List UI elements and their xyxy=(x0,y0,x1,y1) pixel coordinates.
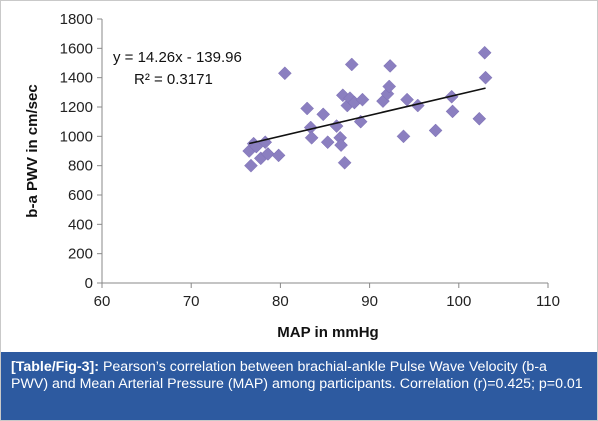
y-tick-label: 0 xyxy=(85,275,93,292)
data-point xyxy=(396,129,411,144)
data-point xyxy=(261,147,275,161)
y-tick-label: 400 xyxy=(68,216,93,233)
x-tick-label: 110 xyxy=(536,293,560,310)
x-axis-title: MAP in mmHg xyxy=(277,324,378,341)
data-point xyxy=(337,155,352,170)
y-tick-label: 800 xyxy=(68,158,93,175)
trend-equation: y = 14.26x - 139.96 xyxy=(113,49,242,66)
y-tick-label: 1000 xyxy=(60,128,93,145)
trendline xyxy=(248,87,486,145)
data-point xyxy=(244,158,258,173)
data-point xyxy=(271,148,286,163)
trendline-group xyxy=(248,87,486,145)
data-point xyxy=(344,57,359,72)
x-tick-label: 70 xyxy=(183,293,200,310)
data-point xyxy=(428,123,443,138)
data-points xyxy=(242,45,493,173)
data-point xyxy=(400,92,414,107)
data-point xyxy=(316,107,331,122)
data-point xyxy=(304,130,319,145)
y-tick-label: 600 xyxy=(68,187,93,204)
data-point xyxy=(278,66,292,81)
y-tick-label: 1800 xyxy=(60,11,93,28)
data-point xyxy=(334,138,348,152)
data-point xyxy=(478,70,493,85)
y-tick-label: 1400 xyxy=(60,70,93,87)
y-tick-label: 1600 xyxy=(60,40,93,57)
y-tick-label: 1200 xyxy=(60,99,93,116)
y-axis-title: b-a PWV in cm/sec xyxy=(24,84,41,217)
data-point xyxy=(477,45,492,60)
scatter-chart: 0 200 400 600 800 1000 1200 1400 1600 1800 60 70 80 9… xyxy=(24,11,560,341)
x-tick-label: 90 xyxy=(361,293,378,310)
data-point xyxy=(300,101,315,116)
figure-caption: [Table/Fig-3]: Pearson’s correlation bet… xyxy=(1,352,597,420)
data-point xyxy=(383,59,397,73)
data-point xyxy=(320,135,335,150)
caption-text: Pearson’s correlation between brachial-a… xyxy=(11,359,583,392)
x-tick-label: 60 xyxy=(94,293,111,310)
x-tick-label: 100 xyxy=(446,293,471,310)
data-point xyxy=(472,111,487,126)
x-tick-label: 80 xyxy=(272,293,289,310)
r-squared-label: R² = 0.3171 xyxy=(134,71,213,88)
axes: 0 200 400 600 800 1000 1200 1400 1600 1800 60 70 80 9… xyxy=(60,11,560,310)
data-point xyxy=(445,104,460,119)
data-point xyxy=(355,92,370,107)
caption-label: [Table/Fig-3]: xyxy=(11,359,100,375)
y-tick-label: 200 xyxy=(68,246,93,263)
data-point xyxy=(382,79,397,94)
